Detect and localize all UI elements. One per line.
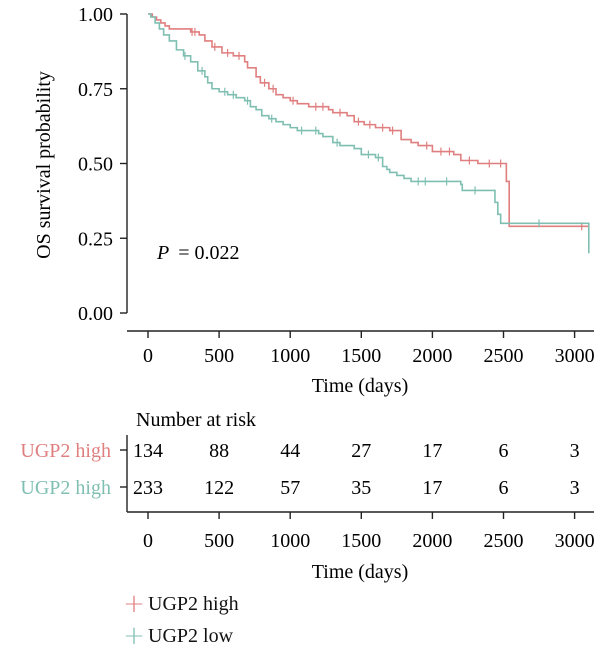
risk-count: 17 (422, 440, 442, 462)
risk-table: Number at risk UGP2 high 134 88 44 27 17 6 3UGP… (20, 409, 594, 583)
risk-row-label: UGP2 high (20, 440, 111, 462)
risk-x-tick-label: 1000 (270, 530, 310, 552)
p-value: = 0.022 (178, 242, 239, 264)
risk-x-tick-label: 2500 (484, 530, 524, 552)
y-tick-label: 0.25 (78, 228, 113, 250)
survival-chart: OS survival probability 0.00 0.25 0.50 0.75… (20, 4, 595, 583)
x-tick-label: 1500 (341, 345, 381, 367)
legend-item-low: + UGP2 low (122, 620, 239, 652)
km-plot-panel: OS survival probability 0.00 0.25 0.50 0.75… (33, 4, 595, 397)
x-tick-label: 500 (204, 345, 234, 367)
risk-x-tick-label: 3000 (555, 530, 595, 552)
legend-label-low: UGP2 low (148, 625, 234, 647)
risk-x-tick-label: 2000 (412, 530, 452, 552)
risk-count: 233 (133, 477, 163, 499)
risk-count: 6 (499, 477, 509, 499)
x-tick-label: 3000 (555, 345, 595, 367)
p-value-annotation: P = 0.022 (156, 242, 240, 264)
x-ticks: 0 500 1000 1500 2000 2500 3000 (143, 331, 595, 367)
legend: + UGP2 high + UGP2 low (122, 588, 239, 652)
x-tick-label: 2000 (412, 345, 452, 367)
risk-x-tick-label: 500 (204, 530, 234, 552)
risk-count: 88 (209, 440, 229, 462)
y-ticks: 0.00 0.25 0.50 0.75 1.00 (78, 4, 127, 325)
legend-label-high: UGP2 high (148, 593, 239, 615)
x-tick-label: 1000 (270, 345, 310, 367)
survival-curve-high (148, 13, 589, 228)
risk-count: 27 (351, 440, 371, 462)
risk-table-title: Number at risk (136, 409, 256, 431)
risk-x-tick-label: 1500 (341, 530, 381, 552)
risk-count: 17 (422, 477, 442, 499)
y-tick-label: 0.75 (78, 79, 113, 101)
risk-count: 134 (133, 440, 163, 462)
risk-count: 57 (280, 477, 300, 499)
y-tick-label: 0.50 (78, 154, 113, 176)
risk-count: 3 (570, 477, 580, 499)
survival-curve-low (148, 13, 590, 254)
risk-count: 35 (351, 477, 371, 499)
x-tick-label: 0 (143, 345, 153, 367)
risk-count: 44 (280, 440, 300, 462)
legend-item-high: + UGP2 high (122, 588, 239, 620)
p-label: P (156, 242, 169, 264)
risk-x-axis-label: Time (days) (312, 561, 408, 583)
plus-icon: + (123, 589, 145, 619)
survival-curves (148, 13, 590, 254)
risk-x-tick-label: 0 (143, 530, 153, 552)
plus-icon: + (123, 621, 145, 651)
x-tick-label: 2500 (484, 345, 524, 367)
y-tick-label: 1.00 (78, 4, 113, 26)
risk-count: 6 (499, 440, 509, 462)
y-axis-label: OS survival probability (33, 71, 55, 259)
risk-row-label: UGP2 high (20, 477, 111, 499)
risk-rows: UGP2 high 134 88 44 27 17 6 3 UGP2 high 233 122 57 3… (20, 440, 579, 499)
risk-x-ticks: 0 500 1000 1500 2000 2500 3000 (143, 512, 595, 552)
risk-count: 122 (204, 477, 234, 499)
risk-count: 3 (570, 440, 580, 462)
y-tick-label: 0.00 (78, 303, 113, 325)
x-axis-label: Time (days) (312, 375, 408, 397)
